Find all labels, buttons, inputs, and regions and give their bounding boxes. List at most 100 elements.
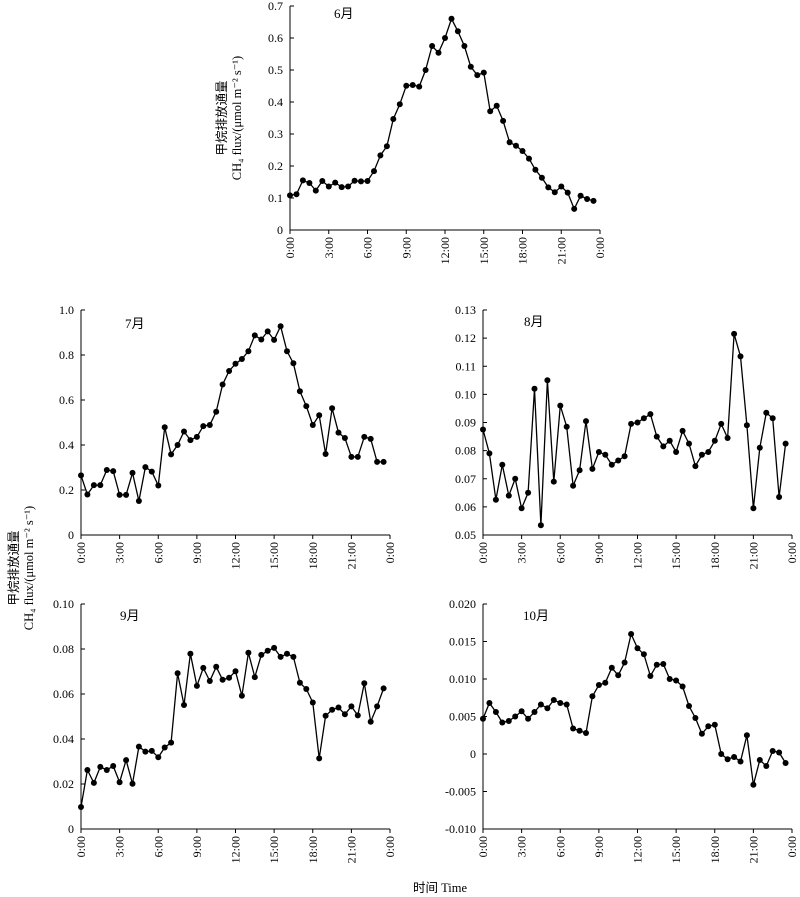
- y-axis-label-en: CH₄ flux/(μmol m⁻² s⁻¹): [230, 56, 244, 180]
- x-tick-label: 6:00: [361, 237, 375, 258]
- data-point: [284, 650, 290, 657]
- y-tick-label: 0.10: [455, 387, 476, 401]
- data-point: [698, 451, 705, 458]
- data-point: [692, 715, 699, 721]
- data-point: [380, 685, 387, 692]
- data-point: [351, 177, 358, 184]
- x-tick-label: 0:00: [476, 542, 490, 563]
- data-point: [232, 668, 239, 675]
- data-point: [181, 702, 187, 708]
- y-axis-label-left: 甲烷排放通量 CH₄ flux/(μmol m⁻² s⁻¹): [6, 506, 36, 630]
- data-point: [589, 465, 596, 472]
- data-point: [377, 152, 384, 159]
- data-point: [390, 116, 397, 122]
- data-point: [537, 522, 544, 529]
- x-tick-label: 9:00: [190, 542, 204, 563]
- data-point: [589, 693, 596, 700]
- y-tick-label: 0.08: [455, 444, 476, 458]
- data-point: [338, 184, 345, 191]
- data-point: [480, 426, 486, 433]
- data-point: [429, 43, 436, 49]
- data-point: [615, 672, 622, 679]
- x-tick-label: 21:00: [746, 542, 760, 569]
- data-point: [577, 192, 584, 199]
- data-point: [608, 461, 615, 468]
- data-point: [756, 757, 763, 763]
- data-point: [358, 178, 364, 185]
- chart-panel-1: 0 0.1 0.2 0.3 0.4 0.5 0.6 0.7 0:00 3:00 6:00 9:00 12…: [268, 0, 607, 264]
- data-point: [525, 715, 532, 722]
- data-point: [653, 661, 660, 668]
- x-tick-label: 18:00: [708, 836, 722, 863]
- data-point: [550, 478, 557, 485]
- x-tick-label: 0:00: [785, 542, 799, 563]
- y-tick-label: 0.1: [268, 191, 283, 205]
- data-point: [756, 444, 763, 451]
- data-point: [583, 418, 589, 425]
- y-tick-label: 0.05: [455, 528, 476, 542]
- x-tick-label: 15:00: [267, 542, 281, 569]
- data-point: [309, 422, 316, 428]
- data-point: [724, 435, 731, 441]
- data-point: [361, 680, 368, 687]
- x-tick-label: 21:00: [344, 836, 358, 863]
- data-point: [705, 723, 712, 730]
- y-axis-label-cn: 甲烷排放通量: [214, 80, 229, 155]
- data-point: [666, 437, 673, 444]
- data-point: [493, 102, 500, 109]
- data-point: [78, 804, 84, 810]
- y-tick-label: 0.4: [268, 95, 283, 109]
- data-point: [348, 703, 355, 710]
- y-tick-label: 0.13: [455, 303, 476, 317]
- data-point: [200, 423, 207, 430]
- y-tick-label: 0.04: [53, 732, 74, 746]
- data-point: [251, 332, 258, 339]
- data-point: [367, 718, 374, 725]
- x-axis-label: 时间 Time: [413, 881, 468, 895]
- data-point: [454, 28, 461, 35]
- y-tick-label: 0.06: [53, 687, 74, 701]
- panel-title: 6月: [334, 6, 354, 21]
- y-axis-label-cn: 甲烷排放通量: [6, 530, 21, 605]
- data-point: [718, 420, 725, 427]
- data-point: [129, 780, 136, 787]
- data-point: [621, 659, 628, 666]
- x-tick-label: 6:00: [553, 542, 567, 563]
- data-point: [647, 411, 654, 418]
- data-point: [602, 679, 609, 686]
- y-tick-label: 0.2: [59, 483, 74, 497]
- data-point: [206, 422, 213, 428]
- data-point: [277, 653, 284, 660]
- x-tick-label: 12:00: [229, 836, 243, 863]
- data-point: [110, 468, 117, 475]
- data-point: [90, 779, 97, 786]
- y-tick-label: 0.06: [455, 500, 476, 514]
- data-point: [743, 732, 750, 739]
- data-point: [103, 767, 110, 773]
- data-point: [193, 682, 200, 689]
- data-point: [135, 498, 142, 504]
- data-point: [634, 419, 641, 426]
- data-point: [200, 664, 207, 671]
- y-tick-label: 0.3: [268, 127, 283, 141]
- x-tick-label: 18:00: [516, 237, 530, 264]
- data-point: [84, 767, 91, 773]
- x-tick-label: 21:00: [746, 836, 760, 863]
- data-point: [148, 747, 155, 754]
- data-point: [129, 469, 136, 476]
- data-point: [602, 451, 609, 458]
- x-tick-label: 6:00: [151, 836, 165, 857]
- data-point: [284, 348, 290, 355]
- data-point: [155, 754, 162, 761]
- y-tick-label: 0.015: [449, 635, 476, 649]
- data-point: [219, 381, 226, 388]
- data-point: [718, 751, 725, 757]
- y-tick-label: 0.020: [449, 597, 476, 611]
- data-point: [97, 482, 104, 489]
- data-point: [557, 402, 564, 409]
- data-point: [711, 437, 718, 444]
- data-point: [364, 178, 371, 184]
- data-point: [348, 453, 355, 460]
- data-point: [97, 763, 104, 770]
- data-point: [219, 676, 226, 683]
